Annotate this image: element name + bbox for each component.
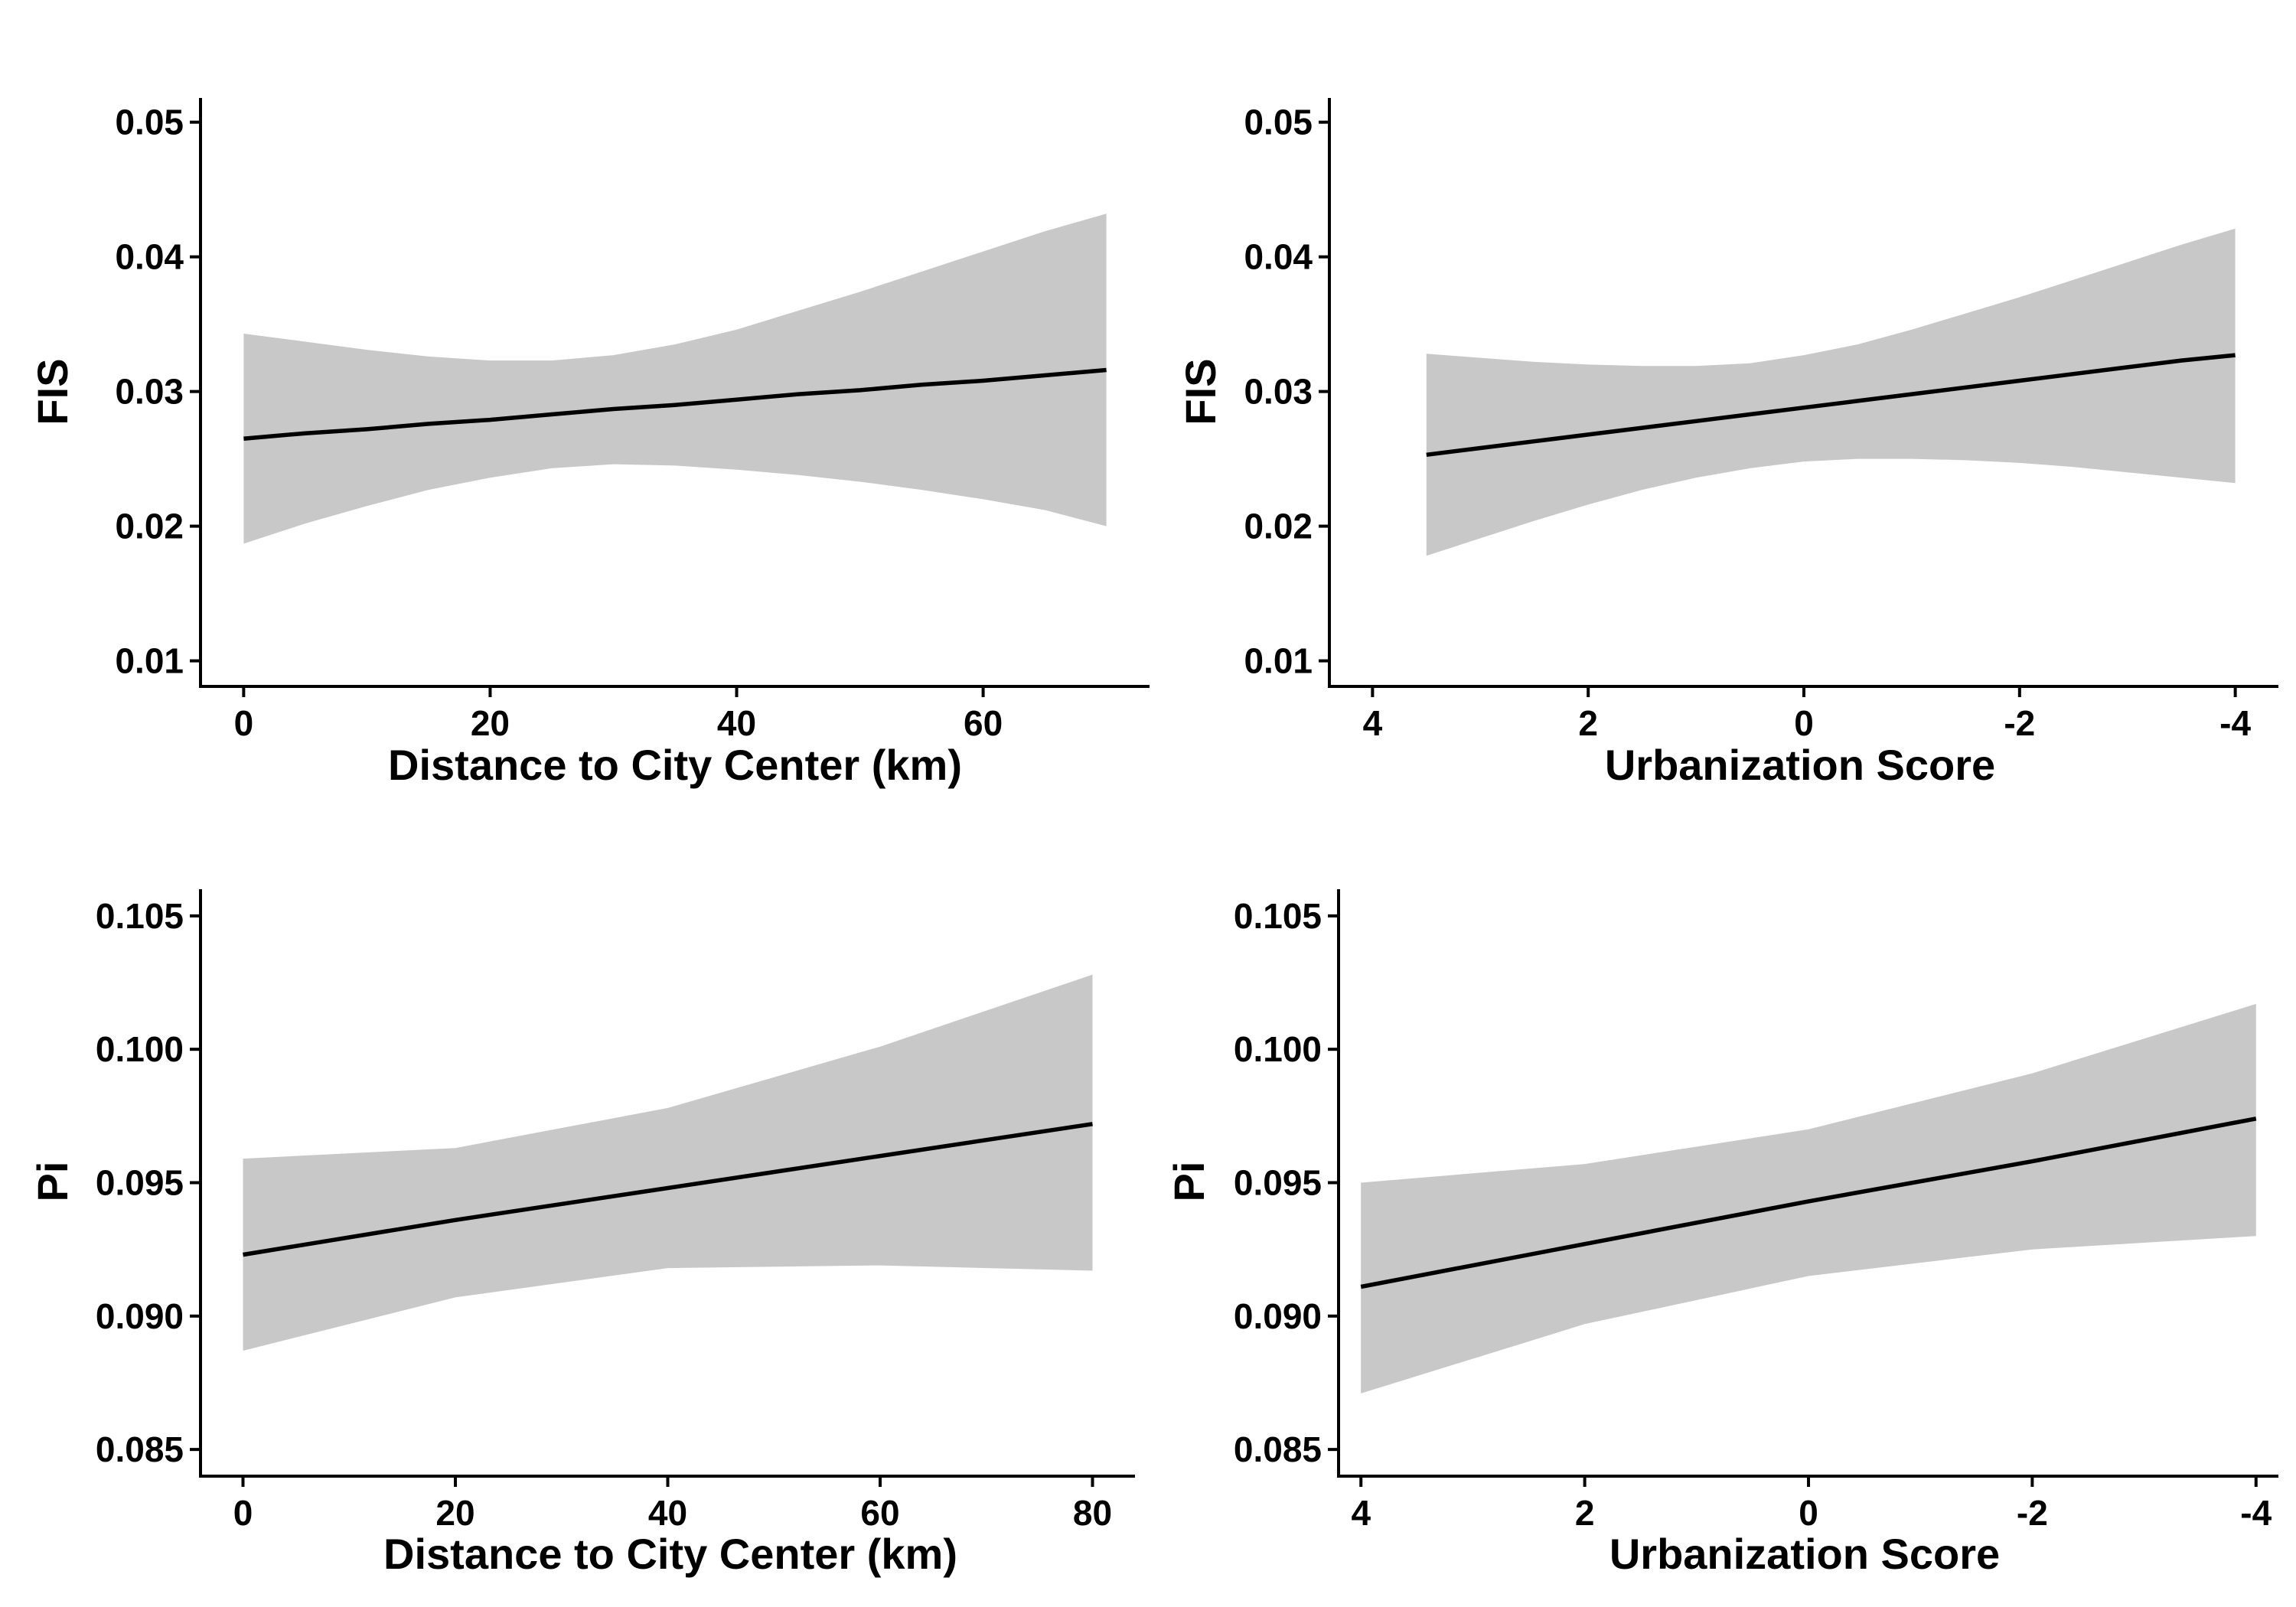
y-tick-label: 0.105 [1234, 896, 1322, 936]
plot-area: 0 20 40 60 0.01 0.02 0.03 0.04 0.05 [115, 98, 1150, 743]
y-tick-label: 0.04 [1244, 237, 1313, 277]
plot-area: 4 2 0 -2 -4 0.085 0.090 0.095 0.100 0.105 [1234, 889, 2278, 1533]
y-tick-label: 0.085 [96, 1429, 184, 1469]
x-tick-label: 0 [234, 703, 254, 743]
x-tick-label: -4 [2219, 703, 2251, 743]
x-tick-label: 20 [471, 703, 510, 743]
x-axis-title: Distance to City Center (km) [383, 1530, 957, 1578]
y-tick-label: 0.090 [96, 1296, 184, 1336]
confidence-band [1426, 228, 2236, 556]
y-tick-label: 0.105 [96, 896, 184, 936]
panel-pi-urbanization: 4 2 0 -2 -4 0.085 0.090 0.095 0.100 0.105 Urbaniz… [1165, 889, 2278, 1578]
fit-line [243, 367, 1107, 441]
y-tick-label: 0.100 [1234, 1029, 1322, 1069]
panel-fis-urbanization: 4 2 0 -2 -4 0.01 0.02 0.03 0.04 0.05 Urbanization… [1176, 98, 2278, 789]
panel-pi-distance: 0 20 40 60 80 0.085 0.090 0.095 0.100 0.105 Dista… [28, 889, 1135, 1578]
y-tick-label: 0.03 [1244, 372, 1313, 412]
confidence-band [1361, 1003, 2256, 1393]
x-axis-title: Urbanization Score [1605, 741, 1995, 789]
x-axis-title: Distance to City Center (km) [388, 741, 962, 789]
fit-line [1426, 353, 2236, 458]
x-tick-label: 2 [1578, 703, 1598, 743]
confidence-band [243, 214, 1107, 544]
x-tick-label: 0 [1799, 1493, 1818, 1533]
x-tick-label: 20 [435, 1493, 475, 1533]
x-axis-title: Urbanization Score [1609, 1530, 2000, 1578]
x-tick-label: 2 [1575, 1493, 1595, 1533]
x-tick-label: 40 [717, 703, 756, 743]
x-tick-label: 0 [233, 1493, 253, 1533]
y-tick-label: 0.01 [1244, 641, 1313, 681]
y-tick-label: 0.085 [1234, 1429, 1322, 1469]
y-tick-label: 0.090 [1234, 1296, 1322, 1336]
plot-area: 0 20 40 60 80 0.085 0.090 0.095 0.100 0.105 [96, 889, 1135, 1533]
y-axis-title: Pi [28, 1162, 77, 1202]
x-tick-label: 4 [1363, 703, 1383, 743]
x-tick-label: 60 [964, 703, 1003, 743]
y-axis-title: Pi [1165, 1162, 1213, 1202]
y-tick-label: 0.095 [96, 1163, 184, 1203]
x-tick-label: 80 [1073, 1493, 1112, 1533]
y-tick-label: 0.05 [1244, 103, 1313, 142]
x-tick-label: -2 [2017, 1493, 2048, 1533]
x-tick-label: -2 [2004, 703, 2035, 743]
y-tick-label: 0.100 [96, 1029, 184, 1069]
x-tick-label: -4 [2240, 1493, 2272, 1533]
y-tick-label: 0.095 [1234, 1163, 1322, 1203]
x-tick-label: 60 [860, 1493, 899, 1533]
y-tick-label: 0.01 [115, 641, 184, 681]
y-axis-title: FIS [1176, 358, 1225, 425]
y-tick-label: 0.04 [115, 237, 184, 277]
confidence-band [243, 974, 1093, 1351]
y-axis-title: FIS [28, 358, 77, 425]
panel-fis-distance: 0 20 40 60 0.01 0.02 0.03 0.04 0.05 Distance to … [28, 98, 1150, 789]
plot-area: 4 2 0 -2 -4 0.01 0.02 0.03 0.04 0.05 [1244, 98, 2278, 743]
y-tick-label: 0.03 [115, 372, 184, 412]
y-tick-label: 0.02 [115, 507, 184, 546]
x-tick-label: 40 [648, 1493, 687, 1533]
fit-line [1360, 1116, 2257, 1289]
y-tick-label: 0.05 [115, 103, 184, 142]
x-tick-label: 4 [1351, 1493, 1371, 1533]
y-tick-label: 0.02 [1244, 507, 1313, 546]
x-tick-label: 0 [1794, 703, 1814, 743]
fit-line [243, 1122, 1093, 1257]
